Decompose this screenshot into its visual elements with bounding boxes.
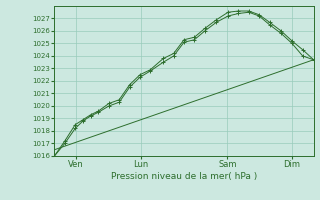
X-axis label: Pression niveau de la mer( hPa ): Pression niveau de la mer( hPa )	[111, 172, 257, 181]
